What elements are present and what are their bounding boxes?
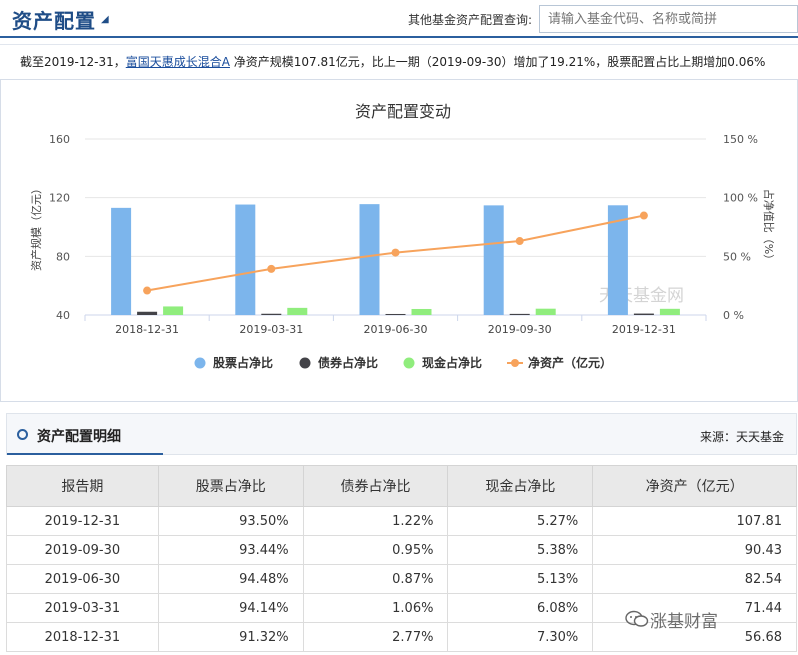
bond-ratio-cell: 2.77% bbox=[302, 622, 449, 652]
bar bbox=[163, 306, 184, 315]
stock-ratio-cell: 94.48% bbox=[157, 564, 304, 594]
bar bbox=[659, 308, 680, 315]
table-row: 2019-12-31 93.50% 1.22% 5.27% 107.81 bbox=[6, 506, 797, 536]
legend-label: 现金占净比 bbox=[422, 355, 482, 370]
right-tick-label: 100 % bbox=[723, 192, 758, 205]
bar bbox=[411, 308, 432, 315]
bar bbox=[535, 308, 556, 315]
bar bbox=[509, 313, 530, 315]
net-assets-cell: 82.54 bbox=[592, 564, 797, 594]
legend-label: 净资产（亿元） bbox=[528, 355, 612, 370]
bond-ratio-cell: 1.22% bbox=[302, 506, 449, 536]
bar bbox=[111, 207, 132, 315]
legend-symbol bbox=[403, 357, 415, 369]
bond-ratio-cell: 0.87% bbox=[302, 564, 449, 594]
table-row: 2019-06-30 94.48% 0.87% 5.13% 82.54 bbox=[6, 564, 797, 594]
data-source: 来源：天天基金 bbox=[699, 430, 784, 444]
cash-ratio-cell: 5.13% bbox=[447, 564, 594, 594]
table-header-row: 报告期 股票占净比 债券占净比 现金占净比 净资产（亿元） bbox=[6, 465, 797, 507]
net-assets-point bbox=[391, 248, 400, 257]
bar bbox=[607, 205, 628, 315]
right-axis-title: 占净值比（%） bbox=[762, 189, 776, 265]
report-date-cell: 2019-03-31 bbox=[6, 593, 159, 623]
column-header: 债券占净比 bbox=[302, 465, 449, 507]
legend-label: 股票占净比 bbox=[213, 355, 273, 370]
x-tick-label: 2019-09-30 bbox=[488, 323, 552, 336]
report-date-cell: 2019-12-31 bbox=[6, 506, 159, 536]
net-assets-cell: 56.68 bbox=[592, 622, 797, 652]
cash-ratio-cell: 5.38% bbox=[447, 535, 594, 565]
column-header: 股票占净比 bbox=[157, 465, 304, 507]
legend-symbol bbox=[511, 359, 519, 367]
summary-line: 截至2019-12-31，富国天惠成长混合A 净资产规模107.81亿元，比上一… bbox=[0, 44, 798, 80]
stock-ratio-cell: 91.32% bbox=[157, 622, 304, 652]
bond-ratio-cell: 1.06% bbox=[302, 593, 449, 623]
fund-name-link[interactable]: 富国天惠成长混合A bbox=[125, 55, 230, 69]
left-tick-label: 40 bbox=[56, 309, 70, 322]
summary-prefix: 截至2019-12-31， bbox=[20, 55, 126, 69]
bar bbox=[235, 204, 256, 315]
bar bbox=[287, 307, 308, 315]
table-row: 2018-12-31 91.32% 2.77% 7.30% 56.68 bbox=[6, 622, 797, 652]
right-tick-label: 0 % bbox=[723, 309, 744, 322]
x-tick-label: 2018-12-31 bbox=[115, 323, 179, 336]
arrow-down-right-icon[interactable]: ◢ bbox=[101, 14, 109, 25]
report-date-cell: 2019-06-30 bbox=[6, 564, 159, 594]
circle-bullet-icon bbox=[17, 429, 28, 440]
legend-symbol bbox=[299, 357, 311, 369]
detail-section-header: 资产配置明细 来源：天天基金 bbox=[6, 413, 797, 455]
stock-ratio-cell: 93.50% bbox=[157, 506, 304, 536]
fund-search-input[interactable] bbox=[539, 5, 798, 33]
bond-ratio-cell: 0.95% bbox=[302, 535, 449, 565]
top-bar: 资产配置 ◢ 其他基金资产配置查询: bbox=[0, 0, 798, 38]
asset-allocation-chart: 资产配置变动 40 0 % 80 50 % 120 100 % 160 150 % 资产规模（亿元… bbox=[29, 102, 776, 370]
bar bbox=[483, 205, 504, 315]
detail-title: 资产配置明细 bbox=[37, 429, 121, 445]
net-assets-cell: 107.81 bbox=[592, 506, 797, 536]
report-date-cell: 2019-09-30 bbox=[6, 535, 159, 565]
column-header: 现金占净比 bbox=[447, 465, 594, 507]
legend-label: 债券占净比 bbox=[318, 355, 378, 370]
net-assets-point bbox=[143, 286, 152, 295]
x-tick-label: 2019-12-31 bbox=[612, 323, 676, 336]
left-tick-label: 120 bbox=[49, 192, 70, 205]
bar bbox=[359, 204, 380, 315]
wechat-icon bbox=[625, 610, 649, 627]
right-tick-label: 150 % bbox=[723, 133, 758, 146]
column-header: 报告期 bbox=[6, 465, 159, 507]
overlay-watermark: 涨基财富 bbox=[650, 612, 718, 632]
stock-ratio-cell: 93.44% bbox=[157, 535, 304, 565]
left-tick-label: 160 bbox=[49, 133, 70, 146]
net-assets-cell: 90.43 bbox=[592, 535, 797, 565]
x-tick-label: 2019-03-31 bbox=[239, 323, 303, 336]
bar bbox=[385, 313, 406, 315]
cash-ratio-cell: 6.08% bbox=[447, 593, 594, 623]
column-header: 净资产（亿元） bbox=[592, 465, 797, 507]
x-tick-label: 2019-06-30 bbox=[364, 323, 428, 336]
left-axis-title: 资产规模（亿元） bbox=[29, 183, 43, 271]
report-date-cell: 2018-12-31 bbox=[6, 622, 159, 652]
table-row: 2019-09-30 93.44% 0.95% 5.38% 90.43 bbox=[6, 535, 797, 565]
chart-panel: 资产配置变动 40 0 % 80 50 % 120 100 % 160 150 % 资产规模（亿元… bbox=[0, 80, 798, 402]
net-assets-point bbox=[639, 211, 648, 220]
right-tick-label: 50 % bbox=[723, 250, 751, 263]
left-tick-label: 80 bbox=[56, 250, 70, 263]
page-title: 资产配置 bbox=[12, 9, 96, 33]
summary-suffix: 净资产规模107.81亿元，比上一期（2019-09-30）增加了19.21%，… bbox=[229, 55, 766, 69]
bar bbox=[633, 313, 654, 315]
net-assets-point bbox=[267, 264, 276, 273]
net-assets-point bbox=[515, 237, 524, 246]
tab-underline bbox=[7, 453, 163, 455]
chart-title: 资产配置变动 bbox=[355, 102, 451, 121]
stock-ratio-cell: 94.14% bbox=[157, 593, 304, 623]
bar bbox=[137, 311, 158, 315]
cash-ratio-cell: 5.27% bbox=[447, 506, 594, 536]
cash-ratio-cell: 7.30% bbox=[447, 622, 594, 652]
bar bbox=[261, 313, 282, 315]
legend-symbol bbox=[194, 357, 206, 369]
search-label: 其他基金资产配置查询: bbox=[408, 13, 533, 27]
